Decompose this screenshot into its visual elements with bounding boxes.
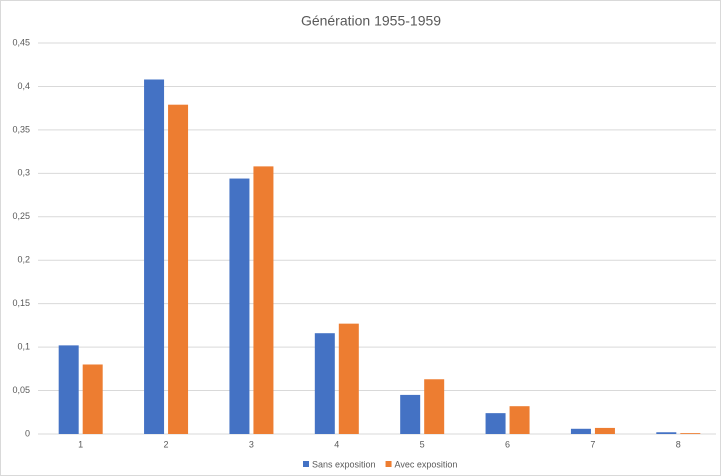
y-tick-label: 0,4 — [17, 81, 30, 91]
bar — [570, 428, 591, 434]
y-tick-label: 0,45 — [12, 37, 30, 47]
y-tick-label: 0,1 — [17, 341, 30, 351]
legend-label: Avec exposition — [395, 459, 458, 469]
bar — [594, 427, 615, 434]
bar — [314, 333, 335, 434]
bar — [424, 379, 445, 434]
x-tick-label: 5 — [420, 439, 425, 449]
y-tick-label: 0,25 — [12, 211, 30, 221]
y-tick-label: 0,15 — [12, 298, 30, 308]
bar — [229, 178, 250, 434]
y-tick-label: 0,2 — [17, 255, 30, 265]
chart-title: Génération 1955-1959 — [301, 13, 441, 29]
x-tick-label: 4 — [334, 439, 339, 449]
bar — [338, 323, 359, 434]
x-tick-label: 6 — [505, 439, 510, 449]
legend-swatch — [303, 461, 309, 467]
bar — [656, 432, 677, 434]
bar — [680, 433, 701, 434]
bar — [400, 394, 421, 434]
x-tick-label: 1 — [78, 439, 83, 449]
y-tick-label: 0,35 — [12, 124, 30, 134]
bar — [253, 166, 274, 435]
bar — [168, 104, 189, 435]
bar — [485, 413, 506, 434]
x-tick-label: 7 — [590, 439, 595, 449]
x-tick-label: 2 — [164, 439, 169, 449]
x-tick-label: 3 — [249, 439, 254, 449]
bar — [82, 364, 103, 434]
legend-swatch — [385, 461, 392, 467]
bar — [58, 345, 79, 434]
y-tick-label: 0 — [25, 428, 30, 438]
legend-label: Sans exposition — [312, 459, 376, 469]
bar — [509, 406, 530, 434]
x-tick-label: 8 — [676, 439, 681, 449]
y-tick-label: 0,3 — [17, 168, 30, 178]
bar — [144, 79, 165, 434]
y-tick-label: 0,05 — [12, 385, 30, 395]
